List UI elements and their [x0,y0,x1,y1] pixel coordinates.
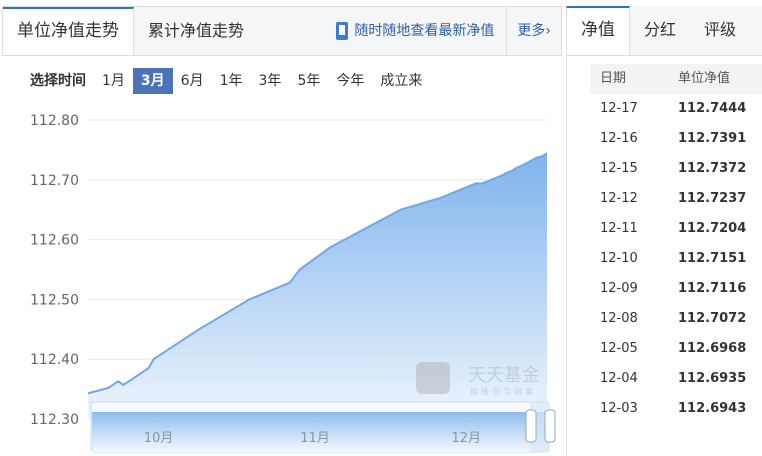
range-3m[interactable]: 3月 [132,68,173,94]
data-zoom-slider[interactable] [90,401,556,453]
x-tick-label: 11月 [300,431,330,446]
app-link-label: 随时随地查看最新净值 [354,23,495,39]
range-6m[interactable]: 6月 [180,73,204,89]
app-link[interactable]: 随时随地查看最新净值 [336,7,506,55]
tab-nav[interactable]: 净值 [566,6,630,55]
row-nav: 112.6935 [678,371,747,386]
row-date: 12-05 [600,341,638,356]
table-row: 12-11 112.7204 [590,214,762,244]
row-nav: 112.6943 [678,401,747,416]
row-nav: 112.7444 [678,101,747,116]
row-date: 12-11 [600,221,638,236]
nav-chart: 112.80 112.70 112.60 112.50 112.40 112.30 天天基… [30,113,556,453]
range-ytd[interactable]: 今年 [336,73,365,89]
y-tick-label: 112.80 [30,113,79,129]
row-date: 12-03 [600,401,638,416]
slider-handle-right[interactable] [544,409,556,443]
table-row: 12-04 112.6935 [590,364,762,394]
table-row: 12-05 112.6968 [590,334,762,364]
range-label: 选择时间 [30,73,86,89]
chart-tabs: 单位净值走势 累计净值走势 随时随地查看最新净值 更多› [2,6,562,56]
row-nav: 112.7237 [678,191,747,206]
row-nav: 112.7151 [678,251,747,266]
svg-text:天天基金: 天天基金 [468,365,540,386]
tab-unit-nav[interactable]: 单位净值走势 [3,7,134,55]
range-3y[interactable]: 3年 [258,73,282,89]
watermark: 天天基金 链接您与财富 [416,362,540,396]
right-tabs: 净值 分红 评级 [566,6,762,56]
table-row: 12-16 112.7391 [590,124,762,154]
row-date: 12-16 [600,131,638,146]
range-1y[interactable]: 1年 [219,73,243,89]
tab-rating[interactable]: 评级 [704,20,737,39]
row-date: 12-12 [600,191,638,206]
y-tick-label: 112.70 [30,173,79,189]
row-date: 12-08 [600,311,638,326]
table-row: 12-15 112.7372 [590,154,762,184]
row-date: 12-09 [600,281,638,296]
row-date: 12-04 [600,371,638,386]
row-nav: 112.7072 [678,311,747,326]
row-nav: 112.6968 [678,341,747,356]
area-fill [88,153,547,419]
range-since-inception[interactable]: 成立来 [380,73,423,89]
header-date: 日期 [600,71,627,86]
tab-dividend[interactable]: 分红 [644,20,677,39]
row-nav: 112.7116 [678,281,747,296]
x-tick-label: 12月 [452,431,482,446]
time-range-selector: 选择时间 1月 3月 6月 1年 3年 5年 今年 成立来 [30,68,430,94]
row-date: 12-10 [600,251,638,266]
series-line [87,152,548,395]
table-header: 日期 单位净值 [590,64,762,94]
divider [566,56,567,456]
table-row: 12-09 112.7116 [590,274,762,304]
header-nav: 单位净值 [678,71,731,86]
y-tick-label: 112.30 [30,412,79,428]
table-row: 12-12 112.7237 [590,184,762,214]
table-row: 12-10 112.7151 [590,244,762,274]
range-1m[interactable]: 1月 [102,73,125,89]
table-row: 12-17 112.7444 [590,94,762,124]
slider-handle-left[interactable] [525,409,537,443]
y-tick-label: 112.60 [30,233,79,249]
table-row: 12-03 112.6943 [590,394,762,424]
row-nav: 112.7204 [678,221,747,236]
y-tick-label: 112.40 [30,352,79,368]
nav-table: 日期 单位净值 12-17 112.7444 12-16 112.7391 12-15 1… [590,64,762,424]
phone-icon [336,22,349,40]
row-date: 12-15 [600,161,638,176]
svg-text:链接您与财富: 链接您与财富 [470,386,536,396]
row-nav: 112.7391 [678,131,747,146]
y-tick-label: 112.50 [30,292,79,308]
more-link[interactable]: 更多› [506,7,561,55]
table-row: 12-08 112.7072 [590,304,762,334]
row-date: 12-17 [600,101,638,116]
row-nav: 112.7372 [678,161,747,176]
x-tick-label: 10月 [144,431,174,446]
range-5y[interactable]: 5年 [297,73,321,89]
tab-cumulative-nav[interactable]: 累计净值走势 [148,21,245,40]
